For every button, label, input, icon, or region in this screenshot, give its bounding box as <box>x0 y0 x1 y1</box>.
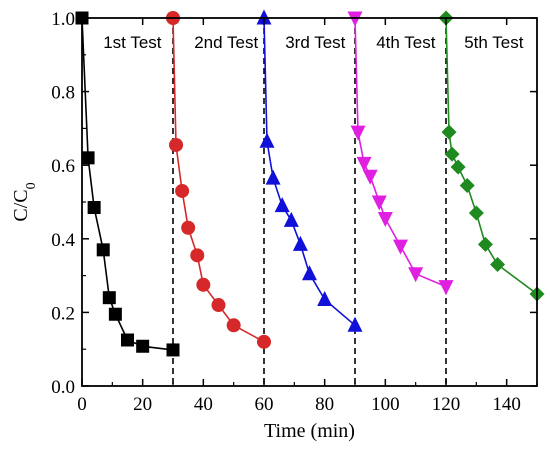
data-point <box>108 307 122 321</box>
x-axis-title: Time (min) <box>264 420 355 442</box>
x-tick-label: 80 <box>315 394 334 415</box>
data-point <box>317 291 333 307</box>
data-point <box>102 291 116 305</box>
data-point <box>166 343 180 357</box>
y-tick-label: 0.2 <box>51 303 75 324</box>
data-point <box>350 125 366 141</box>
data-point <box>393 239 408 255</box>
x-tick-label: 60 <box>255 394 274 415</box>
data-point <box>356 156 372 172</box>
y-axis-title-main: C/C <box>10 189 32 221</box>
data-point <box>302 265 317 281</box>
data-point <box>96 243 110 257</box>
data-point <box>196 277 211 292</box>
y-tick-label: 0.0 <box>51 377 75 398</box>
data-point <box>256 9 272 25</box>
data-point <box>347 11 363 27</box>
test-label: 3rd Test <box>285 33 345 52</box>
y-tick-label: 1.0 <box>51 9 75 30</box>
y-tick-label: 0.6 <box>51 156 75 177</box>
data-point <box>292 235 308 251</box>
data-point <box>441 124 457 140</box>
data-point <box>347 316 363 332</box>
data-point <box>136 339 150 353</box>
test-label: 2nd Test <box>194 33 258 52</box>
data-point <box>226 318 241 333</box>
data-point <box>257 334 271 349</box>
x-tick-label: 120 <box>432 394 461 415</box>
x-tick-label: 40 <box>194 394 213 415</box>
data-point <box>211 298 226 313</box>
data-point <box>490 257 506 273</box>
data-point <box>444 146 460 162</box>
series-line <box>445 17 538 295</box>
data-point <box>265 169 281 185</box>
data-point <box>259 132 275 148</box>
data-point <box>408 267 424 283</box>
axis-ticks: 0 20 40 60 80 100 120 140 0.0 0.2 0.4 0.6 0.8 1.0 <box>51 9 538 415</box>
y-tick-label: 0.8 <box>51 83 75 104</box>
data-point <box>438 280 454 296</box>
data-point <box>169 137 184 152</box>
plot-frame <box>81 17 538 387</box>
data-point <box>377 212 393 228</box>
data-point <box>190 248 205 263</box>
data-point <box>459 177 475 193</box>
data-point <box>121 333 134 347</box>
data-point <box>274 197 290 213</box>
data-point <box>283 211 299 227</box>
test-label: 5th Test <box>464 33 524 52</box>
series-line <box>172 17 265 343</box>
y-axis-title: C/C0 <box>10 182 39 221</box>
x-tick-label: 0 <box>77 394 87 415</box>
y-tick-label: 0.4 <box>51 230 75 251</box>
y-axis-title-subscript: 0 <box>24 182 39 189</box>
x-tick-label: 20 <box>133 394 152 415</box>
data-point <box>362 169 378 185</box>
data-point <box>450 159 466 175</box>
test-label: 4th Test <box>376 33 436 52</box>
x-tick-label: 140 <box>492 394 521 415</box>
test-label: 1st Test <box>103 33 162 52</box>
test-labels: 1st Test 2nd Test 3rd Test 4th Test 5th Test <box>103 33 523 52</box>
data-point <box>477 236 493 252</box>
test-dividers <box>172 18 447 386</box>
data-point <box>175 183 190 198</box>
data-point <box>468 205 484 221</box>
series-layer <box>75 9 545 357</box>
series-line <box>81 17 174 351</box>
data-point <box>87 201 101 215</box>
data-point <box>181 220 196 235</box>
data-point <box>81 151 95 165</box>
x-tick-label: 100 <box>371 394 400 415</box>
data-point <box>371 195 387 211</box>
